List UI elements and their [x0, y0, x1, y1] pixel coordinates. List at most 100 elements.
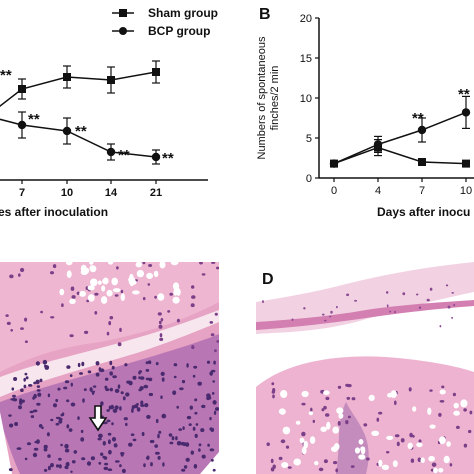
cell-nucleus [206, 360, 211, 364]
cell-nucleus [453, 402, 459, 409]
cell-nucleus [139, 386, 144, 391]
cell-nucleus [181, 468, 186, 472]
cell-nucleus [301, 402, 306, 406]
cell-nucleus [346, 396, 351, 400]
cell-nucleus [149, 439, 155, 444]
cell-nucleus [109, 387, 114, 392]
cell-nucleus [107, 468, 113, 471]
cell-nucleus [83, 388, 87, 391]
cell-nucleus [439, 325, 442, 328]
data-point-circle [106, 147, 116, 157]
cell-nucleus [111, 437, 117, 442]
cell-nucleus [278, 456, 283, 461]
cell-nucleus [65, 461, 70, 467]
cell-nucleus [65, 466, 69, 470]
cell-nucleus [363, 423, 368, 427]
cell-nucleus [212, 380, 215, 383]
cell-nucleus [114, 460, 120, 463]
cell-nucleus [326, 421, 331, 430]
cell-nucleus [446, 441, 451, 447]
cell-nucleus [98, 367, 102, 372]
cell-nucleus [43, 468, 48, 472]
cell-nucleus [33, 393, 37, 399]
cell-nucleus [106, 331, 110, 336]
cell-nucleus [192, 426, 196, 431]
cell-nucleus [119, 464, 122, 468]
cell-nucleus [64, 448, 70, 453]
x-tick-label: 7 [419, 185, 425, 197]
cell-nucleus [21, 399, 25, 403]
cell-nucleus [427, 407, 432, 415]
cell-nucleus [213, 410, 217, 415]
cell-nucleus [136, 269, 145, 278]
cell-nucleus [147, 360, 151, 364]
cell-nucleus [213, 360, 216, 365]
x-tick-label: 7 [19, 187, 25, 199]
cell-nucleus [24, 317, 28, 322]
cell-nucleus [176, 318, 180, 323]
cell-nucleus [81, 361, 85, 367]
cell-nucleus [159, 337, 164, 341]
cell-nucleus [376, 417, 380, 422]
cell-nucleus [55, 416, 61, 420]
legend-square-marker [119, 9, 127, 17]
cell-nucleus [20, 388, 24, 392]
cell-nucleus [9, 423, 14, 428]
data-point-circle [373, 140, 383, 149]
cell-nucleus [84, 330, 89, 334]
cell-nucleus [8, 414, 12, 417]
cell-nucleus [190, 303, 195, 308]
cell-nucleus [182, 426, 185, 430]
cell-nucleus [210, 427, 215, 432]
cell-nucleus [199, 262, 203, 265]
cell-nucleus [176, 288, 181, 296]
cell-nucleus [14, 422, 19, 426]
cell-nucleus [150, 462, 153, 467]
cell-nucleus [198, 443, 202, 447]
cell-nucleus [396, 441, 400, 447]
cell-nucleus [144, 403, 149, 408]
cell-nucleus [58, 457, 62, 461]
significance-mark: ** [0, 67, 12, 84]
cell-nucleus [468, 429, 472, 434]
cell-nucleus [69, 334, 74, 338]
cell-nucleus [447, 305, 451, 309]
cell-nucleus [98, 461, 102, 465]
cell-nucleus [333, 461, 338, 465]
cell-nucleus [29, 410, 34, 414]
cell-nucleus [417, 457, 422, 463]
cell-nucleus [158, 430, 162, 434]
legend-circle-marker [119, 27, 127, 35]
cell-nucleus [429, 389, 433, 392]
cell-nucleus [154, 444, 158, 448]
cell-nucleus [111, 365, 115, 370]
cell-nucleus [24, 457, 28, 461]
cell-nucleus [171, 436, 175, 441]
cell-nucleus [386, 304, 389, 308]
cell-nucleus [407, 442, 413, 450]
cell-nucleus [278, 408, 286, 415]
cell-nucleus [106, 409, 110, 412]
cell-nucleus [145, 377, 150, 381]
cell-nucleus [172, 390, 177, 395]
cell-nucleus [113, 443, 118, 448]
cell-nucleus [197, 381, 202, 386]
cell-nucleus [112, 408, 118, 413]
cell-nucleus [408, 387, 412, 392]
cell-nucleus [128, 380, 133, 386]
cell-nucleus [66, 399, 70, 403]
cell-nucleus [394, 434, 400, 438]
cell-nucleus [35, 361, 41, 366]
cell-nucleus [154, 295, 157, 299]
cell-nucleus [332, 426, 339, 434]
cell-nucleus [178, 428, 182, 431]
cell-nucleus [345, 383, 350, 387]
cell-nucleus [120, 452, 124, 457]
cell-nucleus [143, 384, 149, 389]
cell-nucleus [140, 400, 144, 406]
cell-nucleus [120, 391, 124, 395]
cell-nucleus [157, 312, 162, 316]
cell-nucleus [158, 324, 163, 329]
cell-nucleus [270, 458, 274, 464]
cell-nucleus [312, 419, 315, 423]
